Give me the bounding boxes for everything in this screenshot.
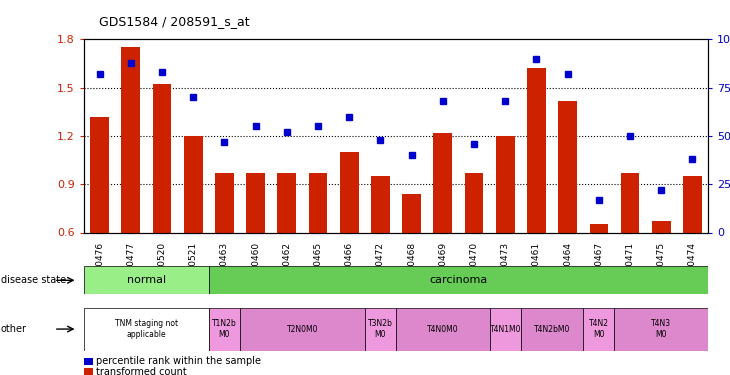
Text: carcinoma: carcinoma — [429, 275, 488, 285]
Bar — [121, 47, 140, 232]
Text: T3N2b
M0: T3N2b M0 — [368, 320, 393, 339]
Text: transformed count: transformed count — [96, 367, 186, 375]
Bar — [496, 136, 515, 232]
Bar — [209, 308, 240, 351]
Bar — [396, 308, 490, 351]
Text: T4N2
M0: T4N2 M0 — [589, 320, 609, 339]
Text: normal: normal — [127, 275, 166, 285]
Bar — [434, 133, 452, 232]
Bar — [365, 308, 396, 351]
Bar — [490, 308, 521, 351]
Bar — [652, 221, 671, 232]
Bar — [277, 173, 296, 232]
Bar — [521, 308, 583, 351]
Text: other: other — [1, 324, 27, 334]
Bar — [209, 266, 708, 294]
Bar — [84, 266, 209, 294]
Bar — [590, 225, 608, 232]
Text: T4N1M0: T4N1M0 — [490, 324, 521, 334]
Bar — [402, 194, 421, 232]
Text: disease state: disease state — [1, 275, 66, 285]
Bar — [620, 173, 639, 232]
Text: T4N0M0: T4N0M0 — [427, 324, 458, 334]
Bar — [683, 176, 702, 232]
Bar — [84, 308, 209, 351]
Bar — [309, 173, 327, 232]
Text: TNM staging not
applicable: TNM staging not applicable — [115, 320, 178, 339]
Bar — [91, 117, 109, 232]
Bar — [153, 84, 172, 232]
Text: T4N2bM0: T4N2bM0 — [534, 324, 570, 334]
Text: percentile rank within the sample: percentile rank within the sample — [96, 356, 261, 366]
Bar — [240, 308, 365, 351]
Text: GDS1584 / 208591_s_at: GDS1584 / 208591_s_at — [99, 15, 249, 28]
Bar — [246, 173, 265, 232]
Text: T4N3
M0: T4N3 M0 — [651, 320, 672, 339]
Bar — [527, 68, 546, 232]
Bar — [465, 173, 483, 232]
Bar — [215, 173, 234, 232]
Bar — [583, 308, 615, 351]
Bar — [340, 152, 358, 232]
Bar — [558, 100, 577, 232]
Bar — [371, 176, 390, 232]
Bar — [184, 136, 202, 232]
Text: T2N0M0: T2N0M0 — [287, 324, 318, 334]
Bar — [615, 308, 708, 351]
Text: T1N2b
M0: T1N2b M0 — [212, 320, 237, 339]
